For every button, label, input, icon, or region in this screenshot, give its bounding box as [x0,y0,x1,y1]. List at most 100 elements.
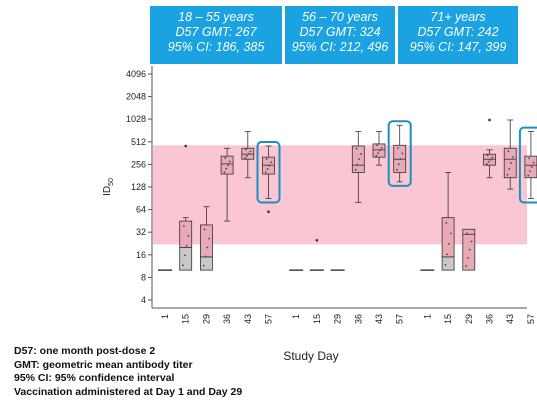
data-point [183,225,185,227]
y-tick-label: 32 [136,227,146,237]
data-point [491,156,494,159]
data-point [202,264,205,267]
data-point [203,228,206,231]
data-point [185,244,188,247]
header-ci: 95% CI: 186, 385 [167,40,265,54]
data-point [512,156,514,159]
footnote: 95% CI: 95% confidence interval [14,372,175,384]
data-point [227,164,229,167]
data-point [223,171,226,174]
footnote: Vaccination administered at Day 1 and Da… [14,385,243,398]
data-point [528,157,530,160]
data-point [508,168,511,170]
data-point [182,264,184,267]
data-point [529,170,531,173]
x-tick-label: 15 [181,314,191,324]
data-point [225,167,228,170]
box-upper [441,217,455,258]
x-tick-label: 29 [201,314,211,324]
header-ci: 95% CI: 147, 399 [409,40,507,54]
y-tick-label: 2048 [126,92,146,102]
box-lower [179,247,193,271]
header-age: 56 – 70 years [302,10,378,24]
data-point [486,154,489,157]
data-point [224,157,227,159]
y-tick-label: 1028 [126,114,146,124]
y-tick-label: 128 [131,182,146,192]
outlier-point [184,144,187,148]
x-tick-label: 43 [243,314,253,324]
footnotes: D57: one month post-dose 2 GMT: geometri… [14,345,242,399]
data-point [444,263,447,266]
y-tick-label: 4 [141,295,146,305]
data-point [204,255,207,258]
y-tick-label: 4096 [126,69,146,79]
data-point [466,232,468,235]
data-point [506,173,509,176]
data-point [507,150,510,153]
highlight-ring [256,141,281,204]
data-point [510,162,512,164]
outlier-point [488,118,491,122]
data-point [206,246,209,249]
y-tick-label: 16 [136,250,146,260]
data-point [448,242,450,245]
x-tick-label: 57 [264,314,274,324]
footnote: D57: one month post-dose 2 [14,345,156,357]
header-ci: 95% CI: 212, 496 [291,40,389,54]
data-point [468,248,471,251]
header-age: 18 – 55 years [178,10,254,24]
data-point [396,168,398,171]
box [462,228,476,271]
data-point [449,232,452,235]
x-tick-label: 1 [422,314,432,319]
header-gmt: D57 GMT: 242 [417,25,499,39]
data-point [208,237,211,240]
highlight-ring [518,126,537,204]
x-tick-label: 29 [333,314,343,324]
x-tick-label: 43 [505,314,515,324]
data-point [399,157,402,160]
y-tick-label: 256 [131,159,146,169]
outlier-point [315,238,319,242]
y-axis-label-subscript: 50 [108,178,115,186]
data-point [527,174,530,177]
data-point [446,253,449,256]
data-point [358,158,361,161]
x-tick-label: 57 [395,314,405,324]
data-point [183,254,186,257]
data-point [354,168,357,171]
footnote: GMT: geometric mean antibody titer [14,358,193,371]
x-axis-label: Study Day [283,349,338,363]
outlier-point [267,210,270,214]
data-point [270,161,273,164]
data-point [266,168,269,170]
data-point [377,152,379,155]
data-point [244,157,247,160]
data-point [268,164,271,167]
box-lower [199,256,213,271]
data-point [375,154,378,157]
data-point [264,171,267,174]
highlight-ring [387,120,412,187]
data-point [401,152,404,155]
data-point [360,153,362,155]
data-point [465,265,467,267]
box-lower [441,256,455,271]
x-tick-label: 36 [485,314,495,324]
data-point [487,160,490,163]
data-point [265,157,268,160]
data-point [467,256,469,259]
data-point [245,148,247,151]
data-point [470,240,473,243]
data-point [355,147,358,150]
data-point [246,155,248,157]
data-point [249,150,252,153]
x-tick-label: 29 [464,314,474,324]
y-tick-label: 64 [136,205,146,215]
box-upper [199,224,213,258]
data-point [530,166,533,168]
data-point [489,158,492,161]
data-point [397,147,399,149]
